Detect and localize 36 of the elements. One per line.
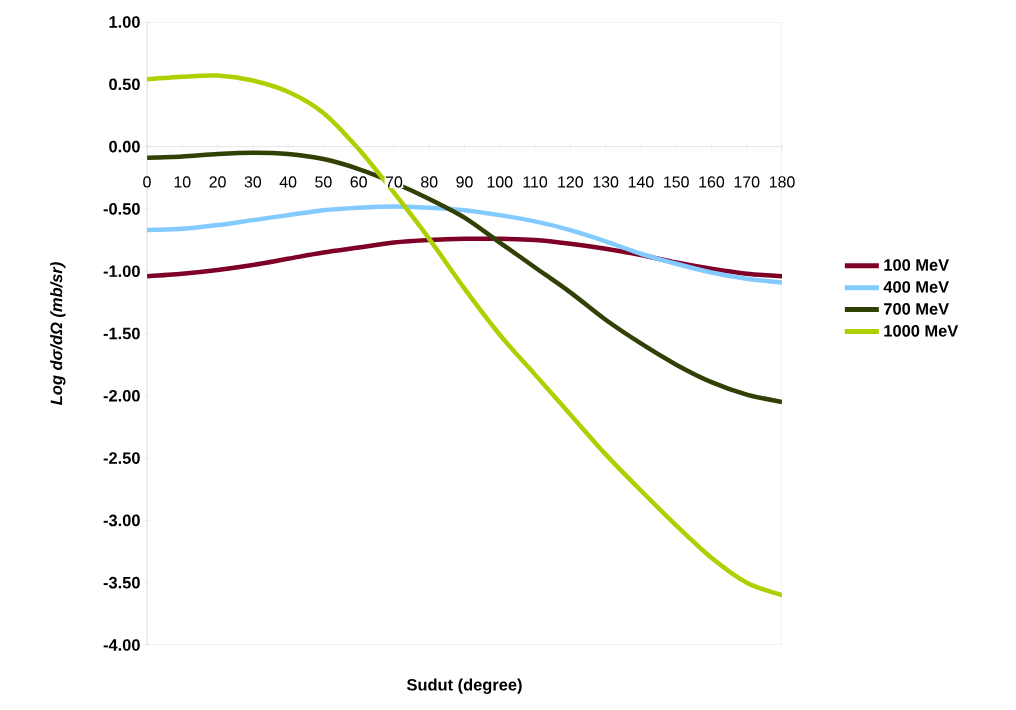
y-tick-label: -2.00 [103,389,140,402]
y-tick-label: -0.50 [103,203,140,215]
y-tick-label: -1.50 [103,327,140,340]
x-tick-label: 110 [523,176,548,188]
x-axis-title: Sudut (degree) [406,678,522,694]
x-tick-label: 120 [558,176,583,188]
y-tick-label: -3.00 [103,514,140,527]
x-tick-label: 60 [350,176,367,188]
x-tick-label: 80 [421,176,438,188]
y-axis-title: Log dσ/dΩ (mb/sr) [50,262,66,405]
x-tick-label: 30 [244,176,262,188]
y-tick-label: -2.50 [103,452,140,464]
x-tick-label: 100 [487,176,513,188]
x-tick-label: 140 [628,176,654,188]
y-tick-label: 1.00 [109,16,140,28]
y-tick-label: -3.50 [103,576,140,589]
legend-label: 1000 MeV [884,325,959,337]
x-tick-label: 130 [593,176,619,188]
x-tick-label: 10 [174,176,191,188]
x-tick-label: 20 [209,176,226,188]
y-tick-label: 0.50 [109,78,140,91]
y-tick-label: -4.00 [103,639,140,651]
y-tick-label: 0.00 [109,140,140,153]
x-tick-label: 180 [769,176,795,188]
x-tick-label: 170 [734,176,760,188]
legend-label: 700 MeV [884,303,949,315]
legend-label: 400 MeV [883,281,949,293]
x-tick-label: 90 [456,176,473,188]
y-tick-label: -1.00 [103,265,140,278]
x-tick-label: 160 [699,176,725,188]
x-tick-label: 50 [315,176,332,188]
x-tick-label: 40 [279,176,297,188]
x-tick-label: 150 [664,176,689,188]
line-series [147,204,783,285]
legend-label: 100 MeV [884,259,949,271]
x-tick-label: 0 [143,176,151,188]
